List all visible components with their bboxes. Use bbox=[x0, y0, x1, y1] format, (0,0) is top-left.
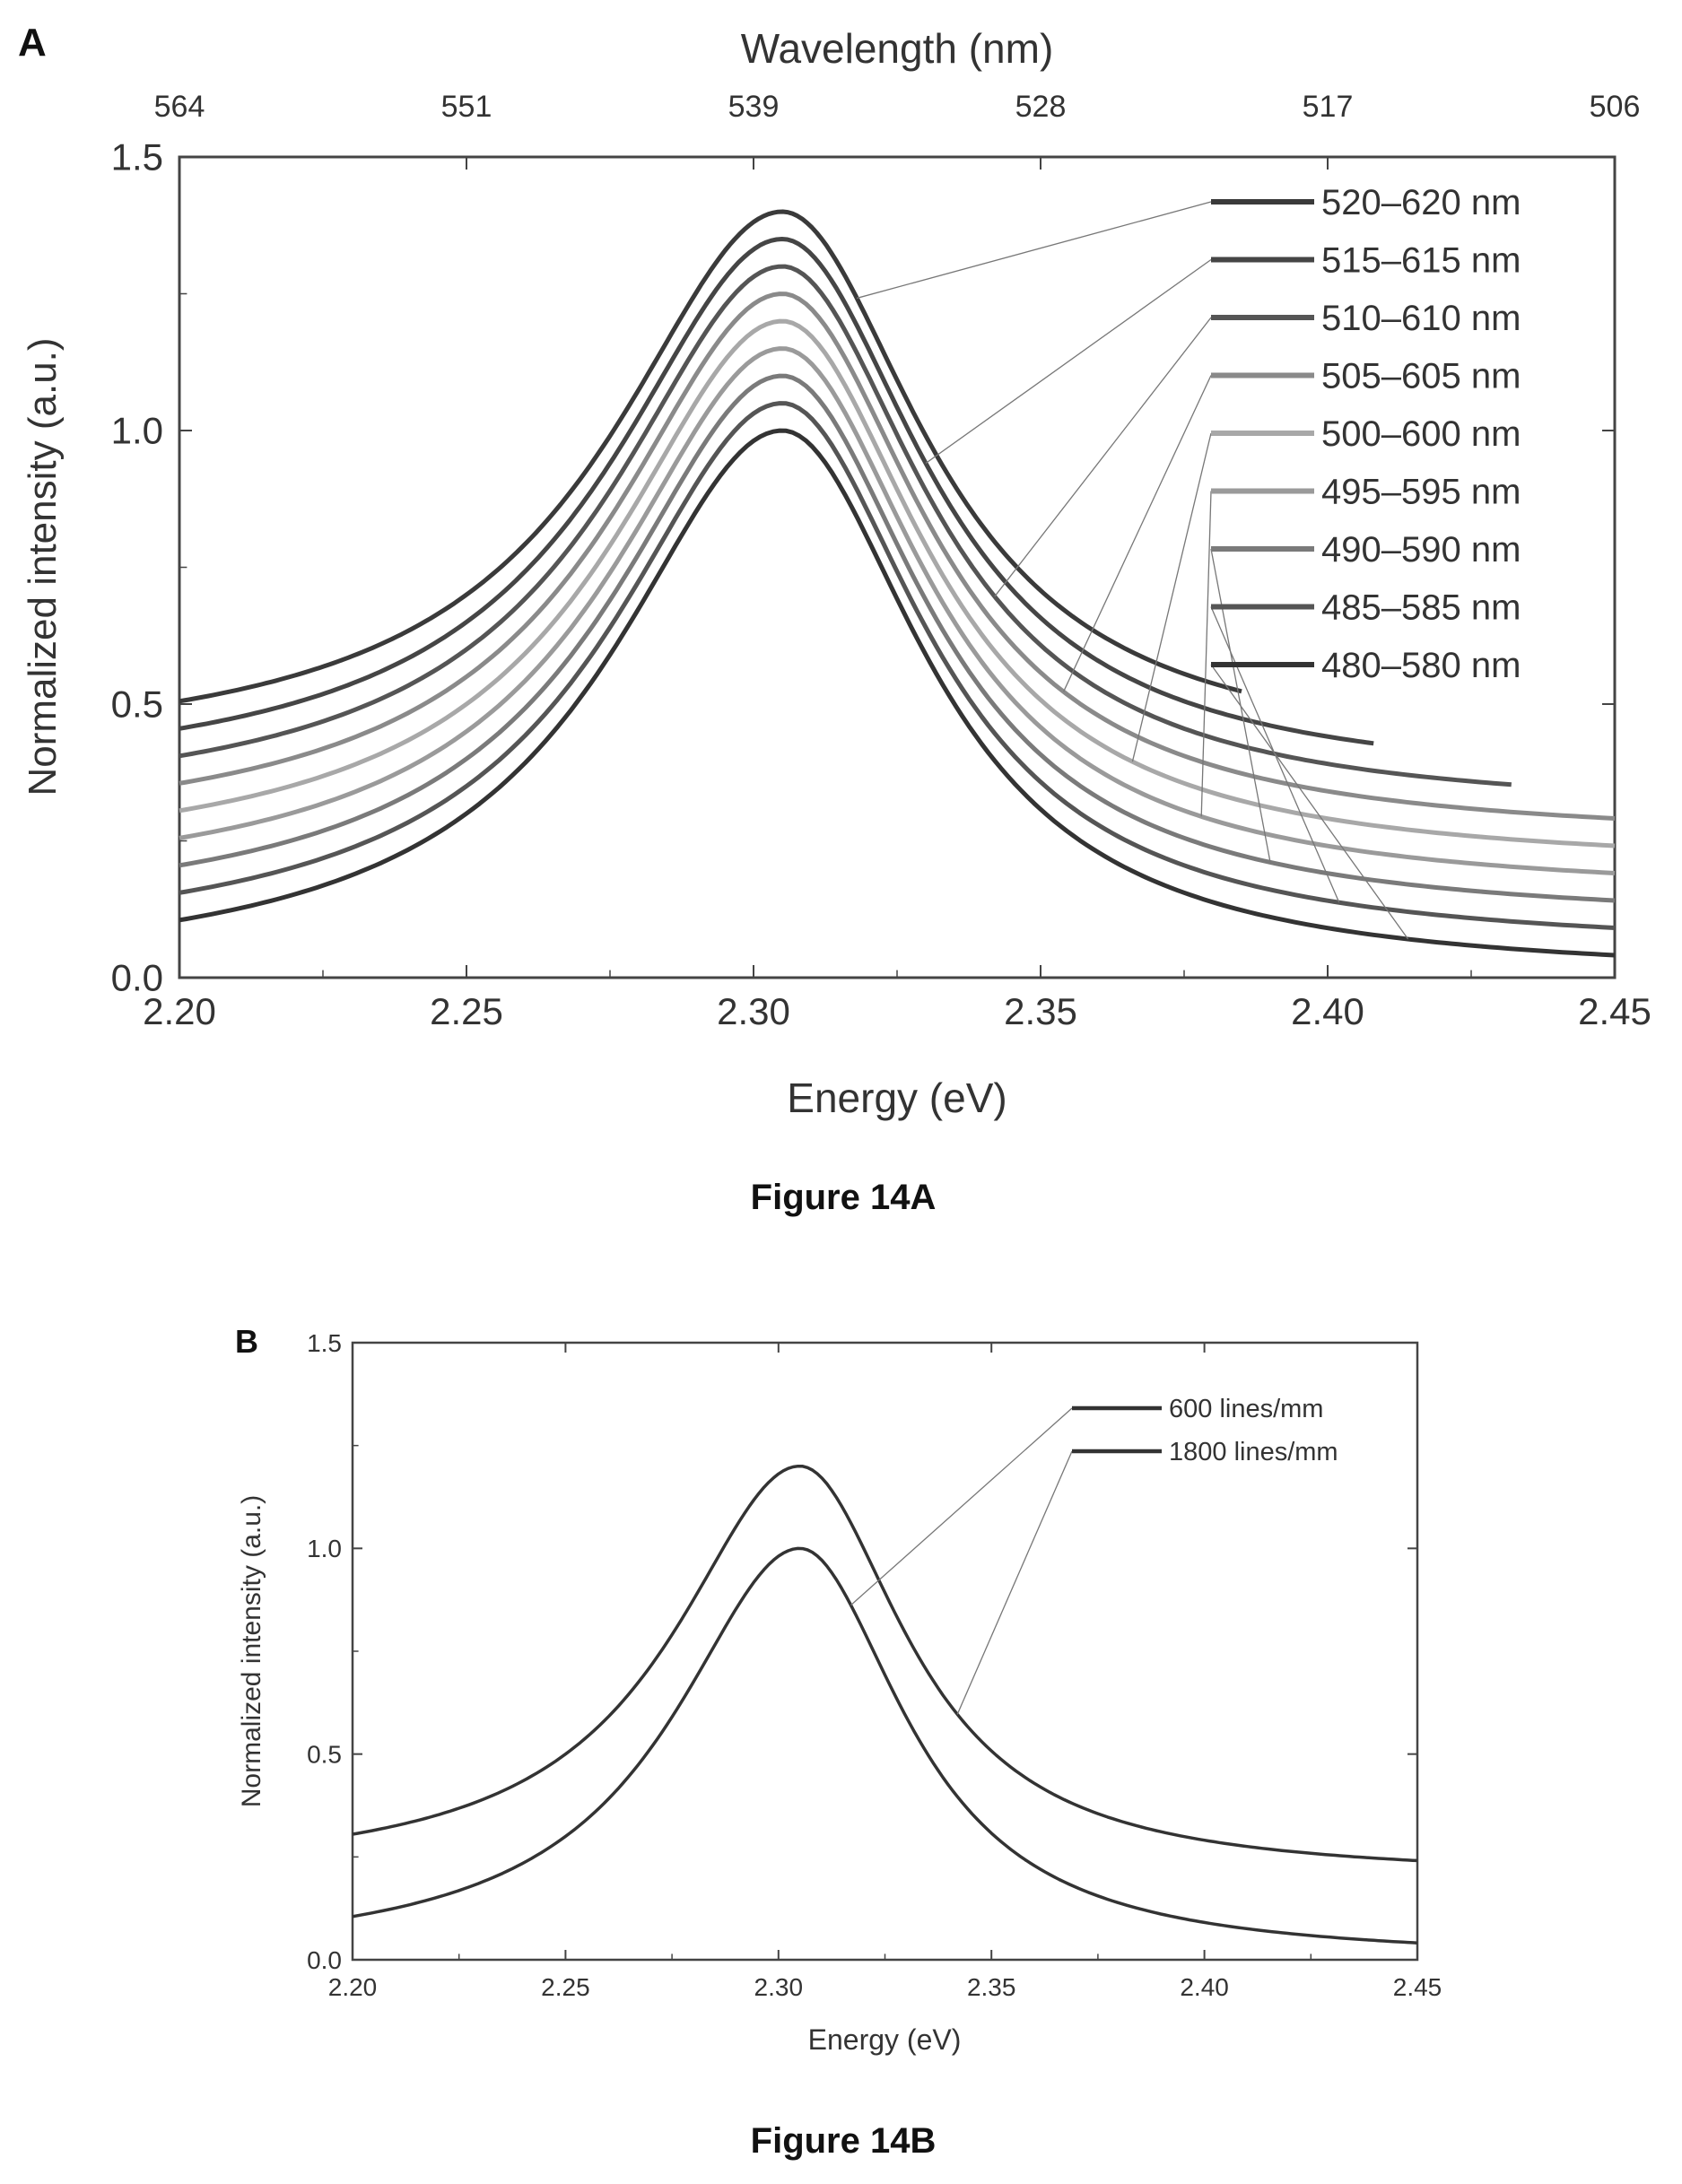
legend-entry-label: 495–595 nm bbox=[1321, 473, 1521, 512]
x-tick-label: 2.30 bbox=[717, 990, 790, 1032]
legend-leader-line bbox=[1210, 664, 1409, 940]
series-line bbox=[352, 1546, 1418, 1945]
chart-a-series-group bbox=[179, 209, 1616, 958]
chart-b-x-axis: 2.20 2.25 2.30 2.35 2.40 2.45 bbox=[328, 1343, 1442, 2001]
y-tick-label: 1.5 bbox=[111, 136, 163, 178]
series-line bbox=[179, 373, 1616, 903]
legend-leader-line bbox=[1200, 491, 1212, 817]
series-line bbox=[179, 264, 1512, 787]
x-tick-label: 2.45 bbox=[1578, 990, 1651, 1032]
series-line bbox=[179, 209, 1242, 704]
chart-a-x-axis-title: Energy (eV) bbox=[787, 1075, 1007, 1121]
legend-entry-label: 480–580 nm bbox=[1321, 646, 1521, 685]
legend-leader-line bbox=[850, 1407, 1073, 1606]
top-axis-tick-label: 517 bbox=[1303, 90, 1354, 124]
legend-entry-label: 500–600 nm bbox=[1321, 414, 1521, 454]
series-line bbox=[179, 401, 1616, 930]
chart-b-y-axis-title: Normalized intensity (a.u.) bbox=[237, 1495, 266, 1807]
panel-b-label: B bbox=[235, 1323, 258, 1360]
y-tick-label: 1.5 bbox=[307, 1329, 342, 1357]
legend-entry-label: 505–605 nm bbox=[1321, 357, 1521, 396]
legend-entry-label: 510–610 nm bbox=[1321, 299, 1521, 338]
chart-a-x-axis: 2.20 2.25 2.30 2.35 2.40 2.45 bbox=[143, 157, 1651, 1032]
legend-entry-label: 600 lines/mm bbox=[1169, 1395, 1323, 1423]
series-line bbox=[179, 346, 1616, 875]
figure-b-caption: Figure 14B bbox=[751, 2121, 937, 2161]
series-line bbox=[179, 428, 1616, 958]
legend-entry-label: 520–620 nm bbox=[1321, 183, 1521, 222]
chart-b: B 2.20 2.25 2.30 2.35 2.40 2.45 0.00.51.01.5 … bbox=[235, 1323, 1442, 2161]
x-tick-label: 2.40 bbox=[1180, 1973, 1229, 2001]
top-axis-tick-label: 528 bbox=[1015, 90, 1067, 124]
chart-a-y-axis-title: Normalized intensity (a.u.) bbox=[21, 337, 65, 796]
chart-a-y-axis: 0.0 0.5 1.0 1.5 bbox=[111, 136, 1615, 999]
top-axis-tick-label: 539 bbox=[728, 90, 780, 124]
x-tick-label: 2.30 bbox=[754, 1973, 804, 2001]
x-tick-label: 2.35 bbox=[967, 1973, 1016, 2001]
series-line bbox=[179, 318, 1616, 848]
top-axis-tick-label: 564 bbox=[154, 90, 205, 124]
x-tick-label: 2.20 bbox=[143, 990, 216, 1032]
series-line bbox=[179, 237, 1374, 746]
y-tick-label: 0.0 bbox=[307, 1946, 342, 1974]
legend-leader-line bbox=[1063, 375, 1212, 692]
chart-b-series-group bbox=[352, 1464, 1418, 1945]
top-axis-tick-label: 506 bbox=[1590, 90, 1641, 124]
chart-b-x-axis-title: Energy (eV) bbox=[808, 2023, 962, 2056]
chart-b-legend: 600 lines/mm 1800 lines/mm bbox=[850, 1395, 1338, 1715]
x-tick-label: 2.25 bbox=[430, 990, 503, 1032]
legend-leader-line bbox=[1131, 432, 1212, 762]
x-tick-label: 2.35 bbox=[1004, 990, 1077, 1032]
y-tick-label: 0.0 bbox=[111, 957, 163, 999]
top-axis-tick-label: 551 bbox=[441, 90, 492, 124]
legend-entry-label: 485–585 nm bbox=[1321, 588, 1521, 628]
x-tick-label: 2.45 bbox=[1393, 1973, 1442, 2001]
legend-leader-line bbox=[925, 258, 1212, 465]
legend-leader-line bbox=[994, 317, 1212, 597]
x-tick-label: 2.40 bbox=[1291, 990, 1364, 1032]
y-tick-label: 0.5 bbox=[307, 1740, 342, 1768]
legend-entry-label: 515–615 nm bbox=[1321, 241, 1521, 281]
panel-a-label: A bbox=[18, 21, 47, 65]
legend-leader-line bbox=[857, 201, 1212, 300]
chart-a-legend: 520–620 nm 515–615 nm 510–610 nm 505–605 nm… bbox=[857, 183, 1521, 940]
legend-leader-line bbox=[956, 1450, 1073, 1715]
y-tick-label: 1.0 bbox=[307, 1535, 342, 1562]
y-tick-label: 0.5 bbox=[111, 683, 163, 726]
chart-b-y-axis: 0.0 0.5 1.0 1.5 bbox=[307, 1329, 1417, 1974]
y-tick-label: 1.0 bbox=[111, 410, 163, 452]
chart-a: A Wavelength (nm) 564 551 539 528 517 506 2.2… bbox=[18, 21, 1651, 1217]
series-line bbox=[179, 291, 1616, 821]
chart-a-top-axis: 564 551 539 528 517 506 bbox=[154, 90, 1641, 124]
x-tick-label: 2.25 bbox=[541, 1973, 590, 2001]
chart-a-top-axis-title: Wavelength (nm) bbox=[741, 25, 1054, 72]
legend-entry-label: 1800 lines/mm bbox=[1169, 1438, 1338, 1466]
legend-entry-label: 490–590 nm bbox=[1321, 530, 1521, 570]
series-line bbox=[352, 1464, 1418, 1863]
x-tick-label: 2.20 bbox=[328, 1973, 378, 2001]
figure-a-caption: Figure 14A bbox=[751, 1178, 937, 1217]
